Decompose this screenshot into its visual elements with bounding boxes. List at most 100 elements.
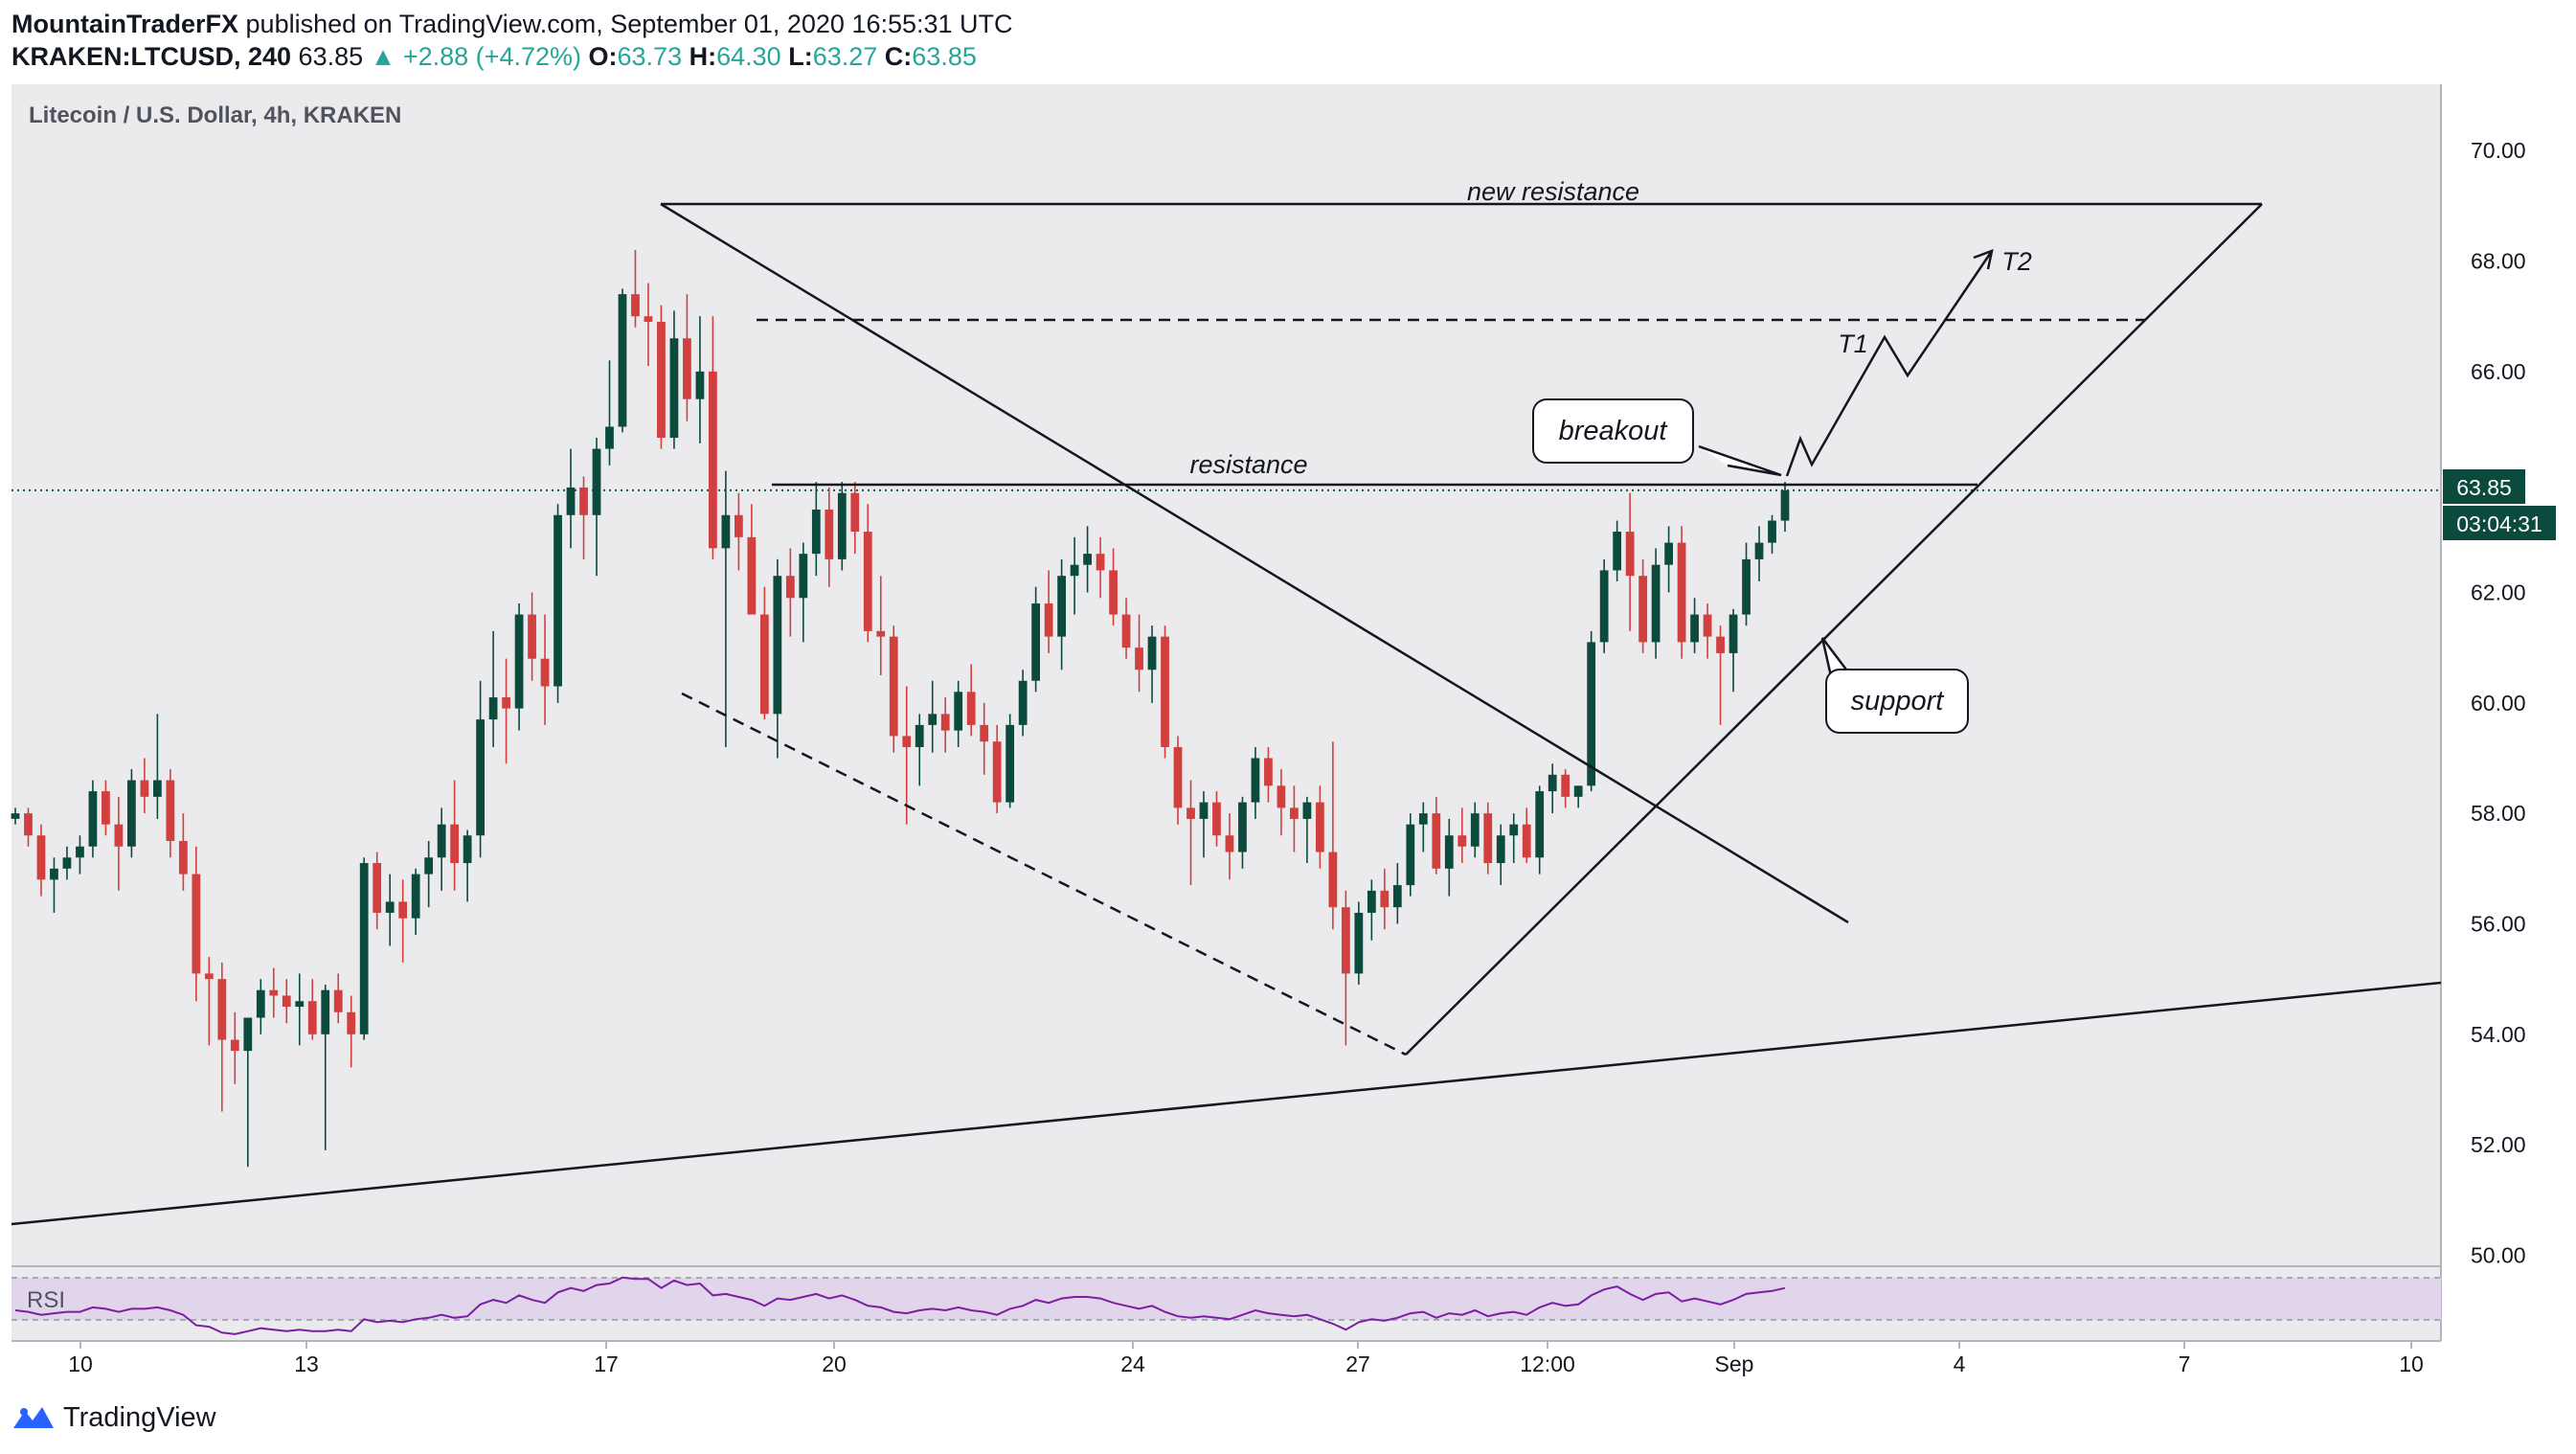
price-tick-label: 60.00 — [2471, 691, 2526, 716]
candle-body — [734, 514, 743, 537]
candle-body — [24, 813, 33, 836]
candle-body — [1780, 489, 1790, 521]
author-name[interactable]: MountainTraderFX — [11, 10, 239, 38]
candle-body — [1457, 835, 1467, 847]
candle-body — [1031, 603, 1041, 681]
main-pane[interactable] — [11, 84, 2441, 1266]
candle-body — [359, 863, 369, 1034]
price-tick-label: 52.00 — [2471, 1132, 2526, 1157]
tradingview-brand[interactable]: TradingView — [63, 1401, 216, 1433]
candle-body — [992, 741, 1002, 803]
breakout-callout-pointer — [1698, 444, 1782, 477]
candle-body — [1561, 774, 1570, 797]
candle-body — [566, 487, 576, 515]
candle-body — [528, 614, 536, 659]
candle-body — [644, 316, 653, 322]
candle-body — [11, 813, 20, 819]
price-chart[interactable]: RSI Litecoin / U.S. Dollar, 4h, KRAKEN 7… — [0, 0, 2576, 1389]
candle-body — [437, 824, 446, 858]
annotations — [11, 202, 2442, 1226]
candle-body — [166, 780, 175, 841]
candle-body — [1496, 835, 1505, 864]
tradingview-logo-icon[interactable] — [11, 1403, 56, 1432]
candle-body — [1392, 885, 1402, 908]
time-tick-label: 7 — [2179, 1352, 2191, 1376]
candle-body — [1147, 636, 1157, 670]
candle-body — [1690, 614, 1699, 643]
resistance-label: resistance — [1189, 450, 1307, 479]
open-label: O: — [588, 42, 618, 71]
candle-body — [1677, 542, 1686, 643]
candle-body — [140, 780, 149, 797]
candle-body — [127, 780, 136, 847]
time-tick-label: 20 — [822, 1352, 847, 1376]
candle-body — [1754, 542, 1764, 559]
candle-body — [1418, 813, 1428, 825]
candle-body — [954, 692, 963, 731]
candle-body — [488, 697, 498, 720]
candle-body — [1380, 890, 1390, 908]
candle-body — [1251, 758, 1260, 803]
candle-body — [980, 724, 989, 742]
candle-body — [1083, 554, 1092, 565]
open-value: 63.73 — [617, 42, 683, 71]
candle-body — [592, 448, 601, 515]
price-tick-label: 56.00 — [2471, 911, 2526, 936]
candle-body — [114, 824, 124, 847]
candle-body — [554, 514, 562, 687]
t2-arrowhead — [1973, 249, 1994, 270]
ohlc-header: KRAKEN:LTCUSD, 240 63.85 ▲ +2.88 (+4.72%… — [11, 42, 977, 72]
time-axis[interactable]: 10 13 17 20 24 27 12:00 Sep 4 7 10 — [68, 1341, 2424, 1376]
candle-body — [1070, 564, 1079, 577]
candle-body — [1548, 774, 1557, 792]
price-tick-label: 70.00 — [2471, 138, 2526, 163]
svg-text:support: support — [1851, 686, 1946, 716]
time-tick-label: 24 — [1120, 1352, 1145, 1376]
candle-body — [217, 979, 227, 1040]
candle-body — [1135, 647, 1143, 670]
last-value: 63.85 — [298, 42, 364, 71]
candle-body — [1587, 642, 1596, 786]
candle-body — [1444, 835, 1454, 869]
candle-body — [192, 874, 201, 974]
candle-body — [1651, 564, 1661, 643]
candle-body — [333, 989, 343, 1012]
candle-body — [411, 874, 420, 919]
price-tick-label: 58.00 — [2471, 801, 2526, 826]
candle-body — [540, 658, 550, 687]
candle-body — [1522, 824, 1531, 858]
candle-body — [243, 1017, 253, 1052]
candle-body — [385, 901, 395, 913]
price-axis[interactable]: 70.0068.0066.0064.0062.0060.0058.0056.00… — [2471, 138, 2526, 1267]
candle-body — [1613, 532, 1622, 571]
candle-body — [295, 1001, 305, 1007]
candle-body — [450, 824, 460, 864]
time-tick-label: 10 — [2399, 1352, 2424, 1376]
chart-title: Litecoin / U.S. Dollar, 4h, KRAKEN — [29, 102, 401, 128]
candle-body — [1367, 890, 1376, 913]
candle-body — [1406, 824, 1415, 886]
candle-body — [463, 835, 472, 864]
candle-body — [88, 791, 98, 847]
candle-body — [1742, 558, 1751, 615]
candle-body — [966, 692, 976, 725]
publish-header: MountainTraderFX published on TradingVie… — [11, 10, 1013, 39]
rsi-line — [14, 1276, 1786, 1335]
candle-body — [230, 1039, 239, 1052]
candle-body — [940, 714, 950, 731]
t1-label: T1 — [1838, 329, 1868, 358]
price-tick-label: 62.00 — [2471, 580, 2526, 605]
candle-body — [269, 989, 279, 996]
candle-body — [424, 857, 434, 875]
candle-body — [1470, 813, 1480, 847]
candle-body — [876, 630, 886, 637]
candle-body — [1109, 570, 1118, 615]
low-label: L: — [788, 42, 813, 71]
candle-body — [178, 840, 188, 875]
candle-body — [1057, 576, 1066, 637]
candle-body — [773, 576, 782, 715]
candle-body — [36, 835, 46, 880]
time-tick-label: 12:00 — [1520, 1352, 1575, 1376]
candle-body — [347, 1011, 356, 1034]
candle-body — [256, 989, 265, 1018]
